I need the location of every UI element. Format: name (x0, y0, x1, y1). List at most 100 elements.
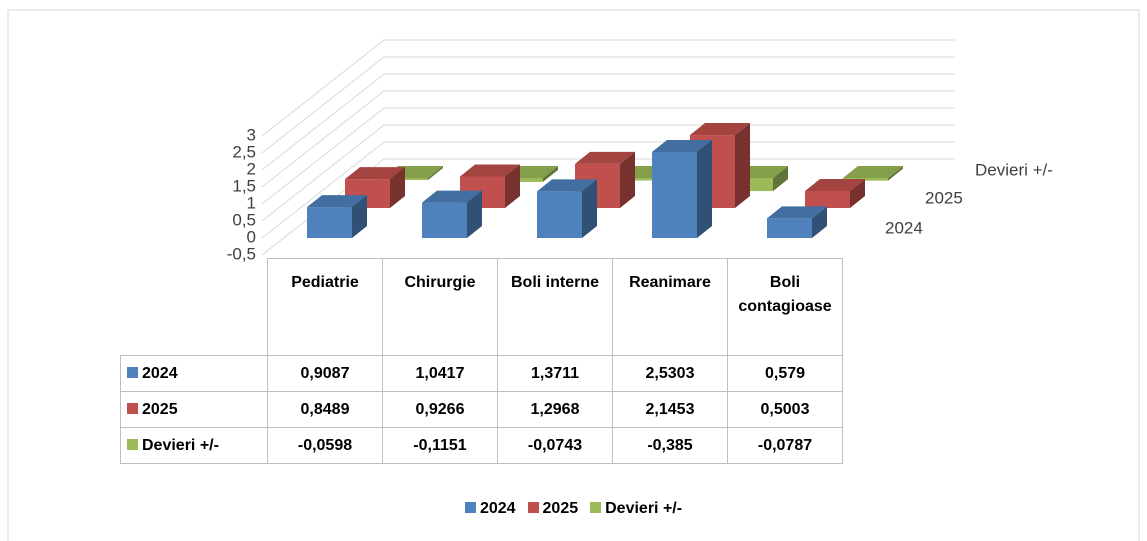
table-row: 2024 0,9087 1,0417 1,3711 2,5303 0,579 (120, 355, 843, 392)
y-tick-label: 1,5 (232, 176, 256, 195)
table-value: 0,9087 (267, 355, 383, 392)
bar-side (735, 123, 750, 208)
table-value: -0,0787 (727, 427, 843, 464)
table-value: -0,385 (612, 427, 728, 464)
legend-key (127, 402, 138, 414)
bar (537, 191, 582, 238)
bar-top (575, 151, 635, 164)
table-value: -0,0598 (267, 427, 383, 464)
bar-top (652, 139, 712, 152)
legend-item: 2025 (527, 500, 579, 517)
bar (307, 207, 352, 238)
table-value: 1,0417 (382, 355, 498, 392)
bar (652, 151, 697, 238)
chart-border (7, 9, 1140, 541)
depth-label: 2024 (885, 218, 923, 237)
table-row-label: 2025 (120, 391, 268, 428)
depth-label: Devieri +/- (975, 160, 1053, 179)
series-name: 2025 (142, 400, 178, 418)
table-category: Chirurgie (382, 258, 498, 356)
grid-line (261, 158, 955, 256)
grid-line (261, 56, 955, 154)
table-value: -0,0743 (497, 427, 613, 464)
legend-key (127, 366, 138, 378)
data-table: Pediatrie Chirurgie Boli interne Reanimare B… (120, 258, 843, 464)
bar (498, 178, 543, 182)
bar-top (690, 123, 750, 136)
table-value: 2,5303 (612, 355, 728, 392)
y-tick-label: 0,5 (232, 210, 256, 229)
bar-side (620, 151, 635, 208)
series-name: Devieri +/- (142, 436, 219, 454)
table-value: 2,1453 (612, 391, 728, 428)
category-label: Reanimare (629, 274, 711, 291)
table-value: 0,8489 (267, 391, 383, 428)
bar-top (537, 179, 597, 192)
bar-side (467, 190, 482, 238)
bar-side (697, 139, 712, 238)
category-label: Boli contagioase (738, 274, 832, 315)
bar-top (843, 166, 903, 178)
bar (843, 178, 888, 181)
table-category: Boli interne (497, 258, 613, 356)
legend-label: 2024 (479, 500, 516, 517)
grid-line (261, 39, 955, 137)
category-label: Boli interne (510, 274, 599, 291)
table-category: Pediatrie (267, 258, 383, 356)
table-row: 2025 0,8489 0,9266 1,2968 2,1453 0,5003 (120, 391, 843, 428)
bar-side (582, 179, 597, 238)
y-tick-label: 1 (247, 193, 256, 212)
legend-key (464, 502, 476, 513)
table-value: 0,579 (727, 355, 843, 392)
bar-top (345, 167, 405, 180)
legend-key (527, 502, 539, 513)
bar (422, 202, 467, 238)
bar-side (543, 166, 558, 182)
depth-label: 2025 (925, 188, 963, 207)
grid-line (261, 141, 955, 239)
legend-label: Devieri +/- (605, 500, 683, 517)
bar-top (307, 195, 367, 208)
table-value: -0,1151 (382, 427, 498, 464)
y-tick-label: 3 (247, 125, 256, 144)
bar-side (850, 178, 865, 208)
table-value: 0,9266 (382, 391, 498, 428)
grid-line (261, 90, 955, 188)
y-tick-label: 2,5 (232, 142, 256, 161)
series-name: 2024 (142, 364, 178, 382)
grid-line (261, 107, 955, 205)
legend-item: Devieri +/- (590, 500, 682, 517)
bar-side (773, 166, 788, 192)
table-row-label: Devieri +/- (120, 427, 268, 464)
legend-label: 2025 (542, 500, 579, 517)
legend-key (127, 438, 138, 450)
table-value: 0,5003 (727, 391, 843, 428)
bar (805, 190, 850, 208)
grid-line (261, 124, 955, 222)
legend-item: 2024 (464, 500, 516, 517)
bar-top (805, 178, 865, 191)
y-tick-label: 0 (247, 227, 256, 246)
table-row: Devieri +/- -0,0598 -0,1151 -0,0743 -0,385 -0… (120, 427, 843, 464)
bar-top (767, 206, 827, 219)
bar-top (460, 164, 520, 177)
bar-top (422, 190, 482, 203)
table-corner (120, 258, 268, 356)
bar (613, 178, 658, 181)
legend-key (590, 502, 602, 513)
table-value: 1,2968 (497, 391, 613, 428)
category-label: Chirurgie (404, 274, 476, 291)
bar-side (505, 164, 520, 208)
legend: 2024 2025 Devieri +/- (0, 500, 1147, 518)
bar-side (390, 167, 405, 208)
y-tick-label: 2 (247, 159, 256, 178)
table-category: Boli contagioase (727, 258, 843, 356)
table-category: Reanimare (612, 258, 728, 356)
grid-line (261, 73, 955, 171)
bar (383, 178, 428, 181)
table-header-row: Pediatrie Chirurgie Boli interne Reanimare B… (120, 258, 843, 356)
bar (767, 218, 812, 238)
bar-side (352, 195, 367, 238)
